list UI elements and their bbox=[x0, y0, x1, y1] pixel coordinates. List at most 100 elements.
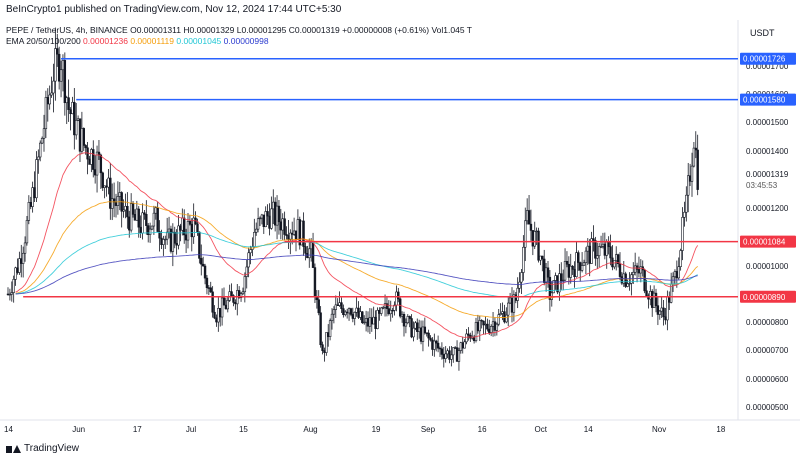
candle-body bbox=[245, 266, 248, 277]
candle-body bbox=[563, 261, 567, 281]
candle-body bbox=[366, 318, 370, 327]
candle-body bbox=[296, 219, 300, 240]
candle-body bbox=[560, 273, 563, 282]
x-tick-label: Oct bbox=[535, 425, 548, 434]
x-tick-label: Jul bbox=[186, 425, 196, 434]
candle-body bbox=[224, 304, 228, 310]
candle-body bbox=[361, 311, 364, 323]
candle-body bbox=[408, 316, 411, 319]
candle-body bbox=[616, 254, 620, 265]
candle-body bbox=[554, 275, 557, 281]
candle-body bbox=[302, 220, 305, 247]
level-tag-label: 0.00001084 bbox=[743, 238, 786, 247]
candle-body bbox=[455, 347, 459, 362]
candle-body bbox=[334, 304, 337, 310]
candle-body bbox=[67, 97, 70, 110]
candle-body bbox=[122, 209, 125, 212]
candle-body bbox=[345, 311, 349, 314]
candle-body bbox=[243, 276, 247, 293]
candle-body bbox=[383, 303, 387, 308]
candle-body bbox=[652, 292, 656, 308]
candle-body bbox=[230, 291, 233, 296]
candle-body bbox=[141, 212, 144, 234]
candle-body bbox=[423, 326, 427, 334]
candle-body bbox=[39, 142, 42, 158]
candle-body bbox=[410, 318, 413, 338]
candle-body bbox=[438, 347, 442, 350]
candle-body bbox=[291, 232, 294, 235]
ema50-value: 0.00001119 bbox=[130, 36, 174, 46]
candle-body bbox=[628, 282, 631, 285]
y-tick-label: 0.00000600 bbox=[746, 375, 789, 384]
candle-body bbox=[148, 228, 152, 235]
support-level-tag bbox=[740, 290, 796, 303]
support-level-tag bbox=[740, 235, 796, 248]
candle-body bbox=[150, 225, 154, 230]
candle-body bbox=[533, 231, 536, 247]
candle-body bbox=[327, 332, 330, 337]
candle-body bbox=[158, 231, 161, 239]
candle-body bbox=[52, 80, 55, 94]
candle-body bbox=[289, 232, 292, 240]
candle-body bbox=[524, 220, 527, 248]
candle-body bbox=[294, 230, 298, 240]
candle-body bbox=[198, 231, 201, 259]
candle-body bbox=[584, 250, 588, 263]
candle-body bbox=[253, 232, 256, 248]
candle-body bbox=[164, 238, 167, 241]
candle-body bbox=[577, 252, 580, 263]
candle-body bbox=[673, 271, 677, 278]
candle-body bbox=[107, 177, 110, 188]
candle-body bbox=[162, 239, 165, 245]
candle-body bbox=[175, 242, 178, 246]
candle-body bbox=[273, 201, 277, 226]
candle-body bbox=[92, 149, 95, 170]
candle-body bbox=[160, 237, 163, 245]
candle-body bbox=[414, 322, 417, 329]
candle-body bbox=[588, 245, 591, 264]
candle-body bbox=[211, 291, 214, 313]
candle-body bbox=[78, 118, 82, 152]
candle-body bbox=[73, 101, 76, 136]
candle-body bbox=[582, 262, 586, 266]
candle-body bbox=[255, 228, 258, 233]
candle-body bbox=[323, 350, 326, 353]
candle-body bbox=[342, 308, 345, 315]
candle-body bbox=[226, 300, 229, 310]
candle-body bbox=[419, 327, 423, 342]
candle-body bbox=[522, 246, 525, 273]
candle-body bbox=[46, 97, 49, 105]
candle-body bbox=[529, 223, 533, 231]
candle-body bbox=[639, 266, 643, 274]
ema100-value: 0.00001045 bbox=[176, 36, 222, 46]
ema-legend: EMA 20/50/100/200 0.00001236 0.00001119 … bbox=[6, 36, 472, 47]
candle-body bbox=[446, 350, 449, 355]
candle-body bbox=[16, 267, 19, 273]
candle-body bbox=[319, 312, 322, 346]
candle-body bbox=[59, 69, 63, 82]
candle-body bbox=[357, 307, 360, 318]
candle-body bbox=[463, 341, 466, 349]
candle-body bbox=[381, 307, 385, 309]
x-tick-label: 19 bbox=[372, 425, 381, 434]
resistance-level-tag bbox=[740, 93, 796, 106]
ema200-line bbox=[15, 254, 698, 295]
candle-body bbox=[478, 320, 481, 332]
candle-body bbox=[82, 128, 85, 146]
x-tick-label: 18 bbox=[716, 425, 725, 434]
candle-body bbox=[520, 272, 523, 283]
candle-body bbox=[412, 327, 415, 338]
candle-body bbox=[234, 302, 237, 305]
symbol-ohlc-line: PEPE / TetherUS, 4h, BINANCE O0.00001311… bbox=[6, 25, 472, 35]
candle-body bbox=[486, 323, 489, 330]
candle-body bbox=[35, 159, 38, 199]
candle-body bbox=[88, 158, 91, 165]
tradingview-footer[interactable]: TradingView bbox=[6, 443, 79, 454]
x-tick-label: 15 bbox=[239, 425, 248, 434]
candle-body bbox=[48, 94, 51, 105]
candle-body bbox=[25, 220, 29, 244]
candle-body bbox=[370, 317, 373, 325]
candle-body bbox=[266, 211, 269, 217]
candle-body bbox=[114, 201, 118, 206]
